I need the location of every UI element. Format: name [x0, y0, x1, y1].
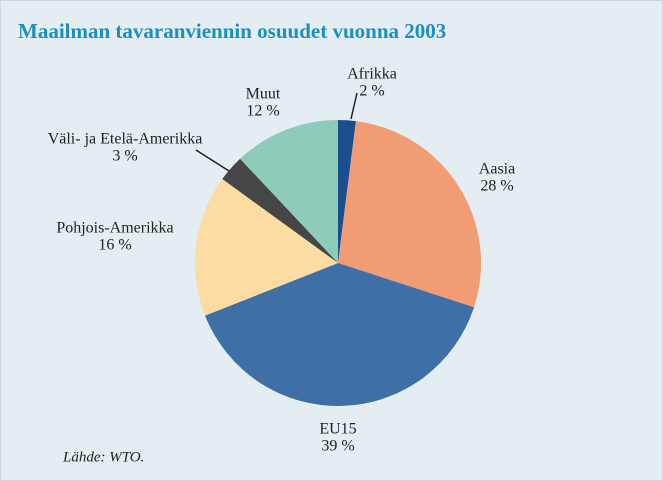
source-note: Lähde: WTO. — [62, 449, 144, 465]
slice-value-label: 39 % — [321, 438, 354, 455]
slice-label: Aasia — [479, 161, 515, 178]
slice-label: Väli- ja Etelä-Amerikka — [48, 131, 203, 148]
pie-slice — [222, 158, 338, 263]
slice-label: Afrikka — [347, 66, 397, 83]
slice-label: Muut — [246, 86, 281, 103]
pie-slice — [205, 263, 475, 407]
slice-label: EU15 — [319, 421, 356, 438]
pie-slice — [240, 120, 338, 263]
slice-value-label: 28 % — [480, 178, 513, 195]
pie-slice — [338, 120, 356, 263]
slice-value-label: 3 % — [112, 148, 137, 165]
chart-title: Maailman tavaranviennin osuudet vuonna 2… — [18, 19, 446, 43]
leader-line — [350, 92, 358, 120]
slice-value-label: 2 % — [359, 83, 384, 100]
pie-slice — [338, 121, 481, 308]
slice-value-label: 12 % — [246, 103, 279, 120]
pie-slice — [194, 178, 338, 316]
slice-label: Pohjois-Amerikka — [56, 220, 173, 237]
slice-value-label: 16 % — [98, 237, 131, 254]
leader-line — [195, 149, 230, 172]
